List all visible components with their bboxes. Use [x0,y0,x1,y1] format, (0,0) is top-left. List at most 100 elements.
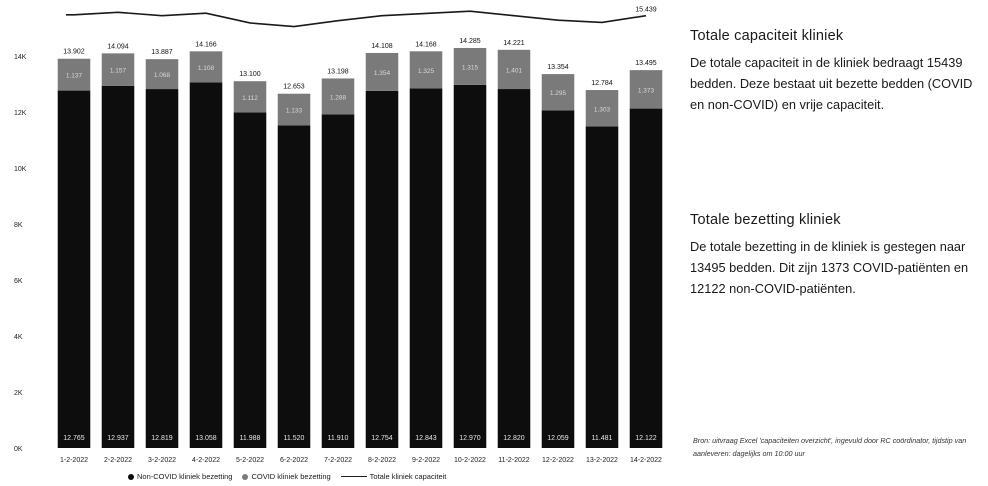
bar-non-covid [189,82,223,448]
label-covid: 1.108 [198,65,215,72]
bar-non-covid [233,112,267,448]
bar-covid [585,90,619,127]
label-non-covid: 12.843 [415,435,437,442]
label-non-covid: 12.970 [459,435,481,442]
x-tick-label: 7-2-2022 [324,457,352,464]
label-non-covid: 13.058 [195,435,217,442]
y-tick-label: 0K [14,446,23,453]
legend-label-non-covid: Non-COVID kliniek bezetting [137,472,233,481]
label-non-covid: 12.754 [371,435,393,442]
label-total: 14.168 [415,41,437,48]
label-non-covid: 12.122 [635,435,657,442]
label-covid: 1.288 [330,94,347,101]
label-covid: 1.112 [242,95,258,102]
label-total: 13.354 [547,64,569,71]
label-total: 14.285 [459,38,481,45]
label-non-covid: 11.481 [592,435,613,442]
y-tick-label: 2K [14,390,23,397]
legend-capacity: Totale kliniek capaciteit [340,472,447,481]
y-tick-label: 6K [14,278,23,285]
label-covid: 1.295 [550,90,567,97]
label-total: 14.094 [107,43,129,50]
y-tick-label: 12K [14,110,27,117]
bar-covid [365,52,399,91]
x-tick-label: 13-2-2022 [586,457,618,464]
x-tick-label: 1-2-2022 [60,457,88,464]
bar-covid [453,48,487,85]
occupancy-text: De totale bezetting in de kliniek is ges… [690,239,969,296]
bar-non-covid [321,114,355,449]
capacity-text: De totale capaciteit in de kliniek bedra… [690,55,973,112]
y-axis: 0K 2K 4K 6K 8K 10K 12K 14K [14,54,27,453]
x-tick-label: 5-2-2022 [236,457,264,464]
label-total: 13.198 [327,68,349,75]
label-total: 13.100 [239,71,261,78]
bar-covid [145,59,179,90]
y-tick-label: 4K [14,334,23,341]
y-tick-label: 10K [14,166,27,173]
bar-non-covid [101,85,135,448]
x-tick-label: 14-2-2022 [630,457,662,464]
label-non-covid: 12.819 [151,435,173,442]
label-non-covid: 12.765 [63,435,85,442]
x-tick-label: 4-2-2022 [192,457,220,464]
x-tick-label: 8-2-2022 [368,457,396,464]
data-labels: 12.765 1.137 13.902 12.937 1.157 14.094 12.819… [63,7,657,442]
bar-covid [541,74,575,111]
label-non-covid: 12.820 [503,435,525,442]
capacity-title: Totale capaciteit kliniek [690,28,844,44]
label-covid: 1.157 [110,68,127,75]
x-tick-label: 3-2-2022 [148,457,176,464]
label-total: 13.902 [63,49,85,56]
bar-covid [57,58,91,91]
label-total: 13.495 [635,60,657,67]
label-covid: 1.303 [594,106,611,113]
bar-covid [321,78,355,115]
occupancy-panel: Totale bezetting kliniek De totale bezet… [690,212,982,299]
label-non-covid: 11.520 [284,435,305,442]
label-non-covid: 11.910 [328,435,349,442]
y-tick-label: 14K [14,54,27,61]
capacity-series-line [66,10,647,28]
bar-covid [497,49,531,90]
label-total: 12.784 [591,80,613,87]
bar-covid [277,93,311,126]
bar-non-covid [57,90,91,448]
x-tick-label: 12-2-2022 [542,457,574,464]
capacity-line [66,10,647,28]
legend-swatch-covid [242,473,249,480]
legend-covid: COVID kliniek bezetting [242,472,331,481]
label-covid: 1.401 [506,67,523,74]
bar-covid [233,81,267,113]
bar-non-covid [277,125,311,448]
label-total: 14.221 [503,40,525,47]
bars [57,48,663,449]
bar-non-covid [409,88,443,449]
bar-covid [409,51,443,89]
label-total: 12.653 [283,84,305,91]
x-tick-label: 6-2-2022 [280,457,308,464]
x-tick-label: 2-2-2022 [104,457,132,464]
legend-label-capacity: Totale kliniek capaciteit [369,472,447,481]
source-note: Bron: uitvraag Excel 'capaciteiten overz… [693,436,967,458]
y-tick-label: 8K [14,222,23,229]
bar-non-covid [541,110,575,449]
bar-covid [629,70,663,109]
bar-non-covid [497,89,531,448]
label-total: 14.108 [371,43,393,50]
label-covid: 1.315 [462,64,479,71]
bar-non-covid [629,108,663,449]
bar-non-covid [585,126,619,449]
bar-non-covid [365,90,399,448]
label-covid: 1.068 [154,72,171,79]
x-tick-label: 10-2-2022 [454,457,486,464]
legend-non-covid: Non-COVID kliniek bezetting [128,472,232,481]
legend-swatch-capacity [340,476,367,477]
label-covid: 1.325 [418,68,435,75]
capacity-panel: Totale capaciteit kliniek De totale capa… [690,28,982,115]
x-tick-label: 9-2-2022 [412,457,440,464]
label-total: 13.887 [151,49,173,56]
legend-swatch-non-covid [128,473,134,480]
bar-covid [101,53,135,86]
